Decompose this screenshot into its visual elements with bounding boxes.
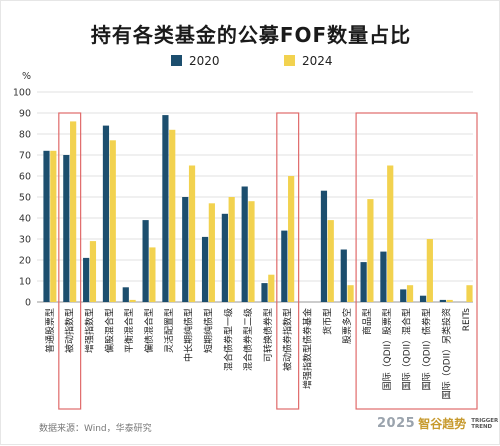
bar-2024: [129, 299, 136, 302]
x-tick-label: 增强指数型: [84, 308, 96, 353]
y-tick-label: 0: [25, 298, 31, 309]
bar-2020: [281, 230, 288, 302]
y-tick-label: 40: [19, 214, 31, 225]
bar-2024: [446, 299, 453, 302]
bar-2020: [320, 190, 328, 302]
bar-2024: [288, 176, 295, 302]
bar-2020: [142, 220, 149, 302]
bar-2020: [241, 186, 248, 302]
bar-2020: [221, 213, 228, 302]
bar-2020: [400, 289, 407, 302]
bar-2024: [50, 150, 57, 302]
bar-2024: [327, 220, 334, 302]
bar-2020: [43, 150, 50, 302]
bar-2024: [70, 121, 77, 303]
bar-2024: [109, 140, 116, 302]
y-tick-label: 80: [19, 130, 31, 141]
x-tick-label: 偏债混合型: [143, 308, 155, 353]
x-tick-label: 中长期纯债型: [183, 308, 195, 362]
bar-2024: [406, 285, 414, 302]
brand-subtitle: TRIGGER TREND: [471, 418, 498, 430]
bar-2020: [340, 249, 347, 302]
bar-2020: [439, 299, 446, 302]
legend-label-2020: 2020: [189, 54, 220, 68]
x-tick-label: 增强指数型债券基金: [302, 308, 314, 389]
brand-logo: 2025 智谷趋势 TRIGGER TREND: [377, 415, 498, 432]
brand-sub-line1: TRIGGER: [471, 417, 499, 424]
bar-2024: [426, 239, 433, 302]
y-tick-label: 10: [19, 277, 31, 288]
y-tick-label: 30: [19, 235, 31, 246]
x-tick-label: 货币型: [321, 308, 333, 335]
brand-name: 智谷趋势: [418, 417, 467, 431]
bar-2024: [268, 274, 275, 302]
bar-2024: [248, 201, 255, 302]
y-tick-label: 20: [19, 256, 31, 267]
x-tick-label: 股票多空: [341, 308, 353, 344]
bar-2024: [169, 129, 176, 302]
x-tick-label: 可转换债券型: [262, 308, 274, 362]
highlight-box: [58, 112, 82, 410]
x-tick-label: 国际（QDII）另类投资: [440, 308, 452, 399]
bar-2024: [228, 197, 235, 302]
data-source-note: 数据来源：Wind，华泰研究: [39, 424, 152, 434]
y-tick-label: 70: [19, 151, 31, 162]
bar-2020: [83, 257, 90, 302]
bar-2020: [182, 197, 189, 302]
y-tick-label: 90: [19, 109, 31, 120]
y-tick-label: 60: [19, 172, 31, 183]
bar-2024: [89, 241, 97, 302]
bar-2020: [201, 236, 209, 302]
x-tick-label: 灵活配置型: [163, 308, 175, 353]
x-tick-label: 商品型: [361, 308, 373, 335]
chart-title: 持有各类基金的公募FOF数量占比: [90, 23, 412, 47]
y-tick-label: 100: [13, 88, 31, 99]
y-axis-unit: %: [22, 71, 31, 82]
legend-swatch-2020: [171, 55, 182, 66]
bar-2024: [387, 165, 394, 302]
bar-2020: [162, 115, 169, 302]
x-tick-label: 平衡混合型: [123, 308, 135, 353]
x-tick-label: 国际（QDII）混合型: [401, 308, 413, 390]
highlight-box: [355, 112, 478, 410]
x-tick-label: 混合债券型一级: [222, 308, 234, 371]
bar-2020: [261, 283, 268, 302]
highlight-box: [276, 112, 300, 410]
bar-2024: [188, 165, 196, 302]
bar-2020: [419, 295, 427, 302]
legend-label-2024: 2024: [302, 54, 333, 68]
bar-2020: [360, 262, 367, 302]
bar-2020: [380, 251, 387, 302]
x-tick-label: 混合债券型二级: [242, 308, 254, 371]
bar-2024: [208, 203, 215, 302]
legend-swatch-2024: [284, 55, 295, 66]
x-tick-label: 国际（QDII）股票型: [382, 308, 393, 390]
bar-2020: [122, 287, 129, 302]
y-tick-label: 50: [19, 193, 31, 204]
x-tick-label: 偏股混合型: [103, 308, 115, 353]
bar-2024: [149, 247, 156, 302]
x-tick-label: 被动指数型: [64, 308, 76, 353]
x-tick-label: 普通股票型: [44, 308, 56, 353]
brand-year: 2025: [377, 416, 416, 431]
bar-2024: [367, 199, 374, 302]
bar-2024: [466, 285, 473, 302]
bar-2020: [102, 125, 110, 302]
brand-sub-line2: TREND: [471, 423, 493, 430]
x-tick-label: 国际（QDII）债券型: [420, 308, 432, 390]
bar-2020: [63, 155, 70, 302]
bar-2024: [347, 285, 354, 302]
x-tick-label: 短期纯债型: [202, 308, 214, 353]
x-tick-label: 被动债券指数型: [282, 308, 294, 371]
x-tick-label: REITs: [462, 308, 472, 332]
